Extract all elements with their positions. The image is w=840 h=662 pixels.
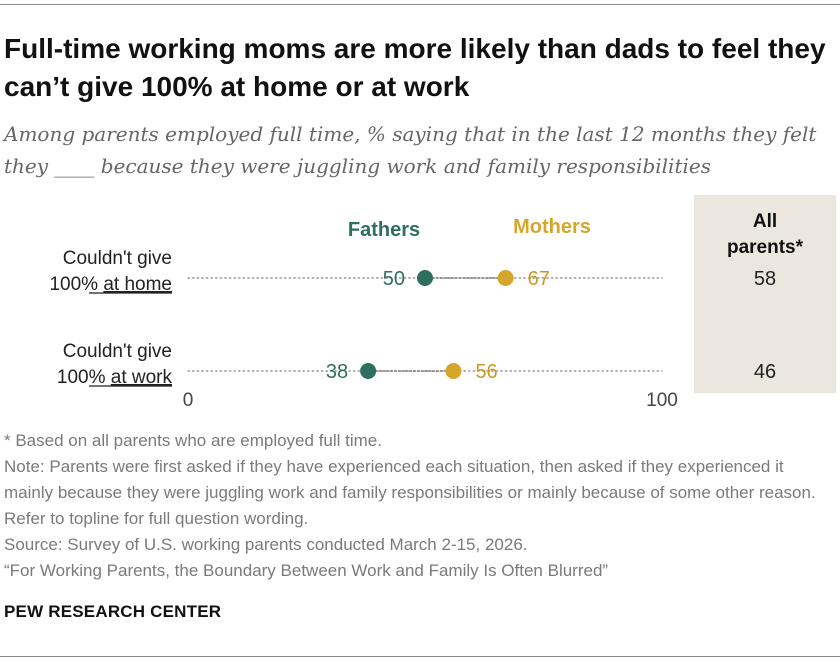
chart-notes: * Based on all parents who are employed …: [4, 428, 836, 584]
fathers-value-home: 50: [383, 268, 405, 290]
source-text: Source: Survey of U.S. working parents c…: [4, 535, 528, 554]
all-parents-header-line1: All: [753, 211, 777, 232]
mothers-dot-home: [497, 270, 514, 286]
chart-title: Full-time working moms are more likely t…: [4, 33, 826, 102]
row-label-underlined: at work: [111, 367, 173, 388]
note-text: Note: Parents were first asked if they h…: [4, 457, 816, 528]
mothers-dot-work: [445, 363, 462, 379]
axis-tick-0: 0: [183, 390, 194, 411]
brand-logo-text: PEW RESEARCH CENTER: [4, 602, 222, 621]
all-parents-header-line2: parents*: [727, 237, 804, 258]
all-parents-panel: [694, 195, 836, 393]
all-parents-value-work: 46: [754, 361, 776, 383]
mothers-value-work: 56: [475, 361, 497, 383]
row-work: Couldn't give 100% at work 38 56 46: [57, 341, 776, 388]
top-rule: [0, 4, 840, 5]
fathers-dot-home: [417, 270, 433, 286]
row-label-line2: 100% at home: [49, 274, 172, 295]
legend-fathers: Fathers: [348, 219, 420, 241]
chart-subtitle: Among parents employed full time, % sayi…: [4, 122, 817, 178]
fathers-value-work: 38: [326, 361, 348, 383]
row-label-line1: Couldn't give: [63, 248, 172, 269]
axis-tick-100: 100: [646, 390, 678, 411]
all-parents-value-home: 58: [754, 268, 776, 290]
bottom-rule: [0, 656, 840, 657]
row-label-prefix: 100%: [57, 367, 111, 388]
fathers-dot-work: [360, 363, 377, 379]
dot-plot: All parents* Fathers Mothers Couldn't gi…: [49, 195, 836, 411]
footnote-asterisk: * Based on all parents who are employed …: [4, 431, 382, 450]
row-label-line1: Couldn't give: [63, 341, 172, 362]
report-title: “For Working Parents, the Boundary Betwe…: [4, 561, 609, 580]
row-label-underlined: at home: [103, 274, 172, 295]
row-label-prefix: 100%: [49, 274, 103, 295]
row-label-line2: 100% at work: [57, 367, 173, 388]
legend-mothers: Mothers: [513, 216, 591, 238]
mothers-value-home: 67: [528, 268, 550, 290]
row-home: Couldn't give 100% at home 50 67 58: [49, 248, 776, 295]
